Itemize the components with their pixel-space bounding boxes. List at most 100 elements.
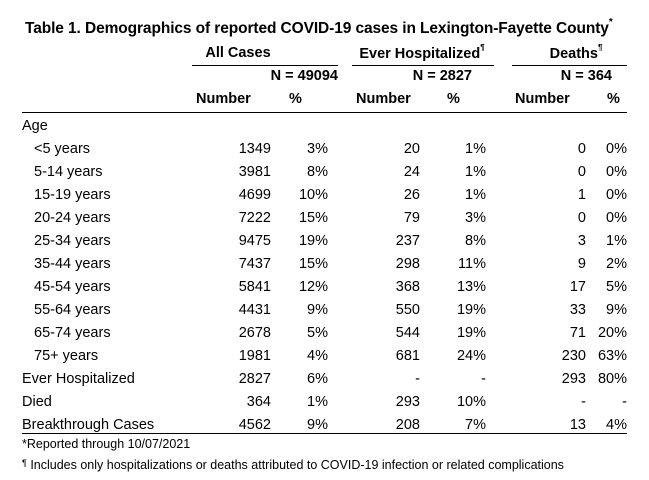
cell-percent-hosp: 1% (465, 186, 486, 203)
row-label: 20-24 years (34, 209, 111, 226)
table-row: 35-44 years 7437 15% 298 11% 9 2% (22, 252, 627, 275)
cell-number-deaths: 230 (561, 347, 586, 364)
cell-percent-deaths: 0% (606, 209, 627, 226)
row-label: 25-34 years (34, 232, 111, 249)
cell-percent-all: 5% (307, 324, 328, 341)
cell-percent-deaths: 0% (606, 186, 627, 203)
cell-percent-hosp: 1% (465, 163, 486, 180)
cell-percent-hosp: 1% (465, 140, 486, 157)
footnote-hospitalization: ¶ Includes only hospitalizations or deat… (22, 458, 564, 472)
cell-percent-all: 19% (298, 232, 328, 249)
cell-number-all: 9475 (238, 232, 271, 249)
cell-percent-deaths: 9% (606, 301, 627, 318)
cell-percent-hosp: 19% (456, 301, 486, 318)
table-row: 55-64 years 4431 9% 550 19% 33 9% (22, 298, 627, 321)
cell-percent-deaths: 0% (606, 140, 627, 157)
cell-number-hosp: 544 (395, 324, 420, 341)
table-row: 65-74 years 2678 5% 544 19% 71 20% (22, 321, 627, 344)
row-label: 35-44 years (34, 255, 111, 272)
cell-number-deaths: 17 (569, 278, 586, 295)
cell-percent-hosp: 11% (458, 255, 486, 272)
cell-percent-all: 6% (307, 370, 328, 387)
n-deaths: N = 364 (560, 68, 612, 84)
cell-percent-all: 15% (298, 255, 328, 272)
col-header-percent-all: % (289, 91, 302, 107)
footnote-marker: ¶ (22, 458, 27, 468)
group-underline-ever-hospitalized (352, 65, 494, 66)
footnote-reported: *Reported through 10/07/2021 (22, 437, 191, 451)
row-label: Died (22, 393, 52, 410)
cell-number-all: 7222 (238, 209, 271, 226)
cell-percent-all: 3% (307, 140, 328, 157)
col-header-number-deaths: Number (515, 91, 570, 107)
row-label: 45-54 years (34, 278, 111, 295)
cell-percent-deaths: 63% (597, 347, 627, 364)
cell-number-hosp: 26 (403, 186, 420, 203)
cell-number-all: 4431 (238, 301, 271, 318)
cell-number-deaths (486, 114, 586, 137)
row-label: Ever Hospitalized (22, 370, 135, 387)
col-header-percent-deaths: % (607, 91, 620, 107)
cell-number-hosp: 368 (395, 278, 420, 295)
cell-number-deaths: 71 (569, 324, 586, 341)
group-underline-all-cases (192, 65, 338, 66)
cell-percent-all: 12% (298, 278, 328, 295)
table-row: 25-34 years 9475 19% 237 8% 3 1% (22, 229, 627, 252)
table-row: 5-14 years 3981 8% 24 1% 0 0% (22, 160, 627, 183)
cell-number-all: 364 (246, 393, 271, 410)
group-header-all-cases: All Cases (205, 45, 271, 61)
cell-number-all (188, 114, 271, 137)
cell-number-deaths: - (581, 393, 586, 410)
cell-percent-deaths: 4% (606, 416, 627, 433)
bottom-rule (22, 433, 627, 434)
col-header-number-all: Number (196, 91, 251, 107)
cell-number-all: 5841 (238, 278, 271, 295)
cell-number-all: 1349 (238, 140, 271, 157)
cell-percent-all: 15% (298, 209, 328, 226)
cell-percent-deaths: 1% (606, 232, 627, 249)
cell-number-hosp: 298 (395, 255, 420, 272)
cell-number-hosp (328, 114, 420, 137)
cell-percent-deaths: 2% (606, 255, 627, 272)
cell-percent-deaths: - (622, 393, 627, 410)
cell-number-hosp: - (415, 370, 420, 387)
table-row: <5 years 1349 3% 20 1% 0 0% (22, 137, 627, 160)
n-ever-hospitalized: N = 2827 (412, 68, 472, 84)
cell-number-hosp: 237 (395, 232, 420, 249)
cell-percent-hosp: - (481, 370, 486, 387)
cell-percent-hosp: 10% (456, 393, 486, 410)
cell-number-all: 3981 (238, 163, 271, 180)
table-row: Died 364 1% 293 10% - - (22, 390, 627, 413)
cell-percent-hosp: 8% (465, 232, 486, 249)
row-label: Age (22, 117, 48, 134)
row-label: <5 years (34, 140, 91, 157)
cell-percent-hosp: 3% (465, 209, 486, 226)
cell-number-all: 2678 (238, 324, 271, 341)
cell-percent-all: 9% (307, 301, 328, 318)
cell-percent-all: 10% (298, 186, 328, 203)
row-label: 75+ years (34, 347, 99, 364)
col-header-number-hosp: Number (356, 91, 411, 107)
cell-percent-all: 8% (307, 163, 328, 180)
cell-percent-deaths: 5% (606, 278, 627, 295)
row-label: 55-64 years (34, 301, 111, 318)
table-row: Ever Hospitalized 2827 6% - - 293 80% (22, 367, 627, 390)
cell-percent-hosp: 13% (456, 278, 486, 295)
cell-number-all: 4699 (238, 186, 271, 203)
demographics-table: Age <5 years 1349 3% 20 1% 0 0% 5-14 yea… (22, 114, 627, 436)
cell-number-deaths: 0 (577, 140, 586, 157)
cell-number-hosp: 79 (403, 209, 420, 226)
row-label: 65-74 years (34, 324, 111, 341)
cell-percent-hosp: 24% (456, 347, 486, 364)
cell-percent-all: 4% (307, 347, 328, 364)
cell-percent-hosp: 7% (465, 416, 486, 433)
cell-number-all: 2827 (238, 370, 271, 387)
table-row: 20-24 years 7222 15% 79 3% 0 0% (22, 206, 627, 229)
group-underline-deaths (512, 65, 627, 66)
cell-number-deaths: 0 (577, 163, 586, 180)
cell-percent-hosp (420, 114, 486, 137)
cell-number-deaths: 33 (569, 301, 586, 318)
cell-number-all: 1981 (238, 347, 271, 364)
group-header-deaths: Deaths¶ (549, 43, 603, 62)
table-row: Breakthrough Cases 4562 9% 208 7% 13 4% (22, 413, 627, 436)
